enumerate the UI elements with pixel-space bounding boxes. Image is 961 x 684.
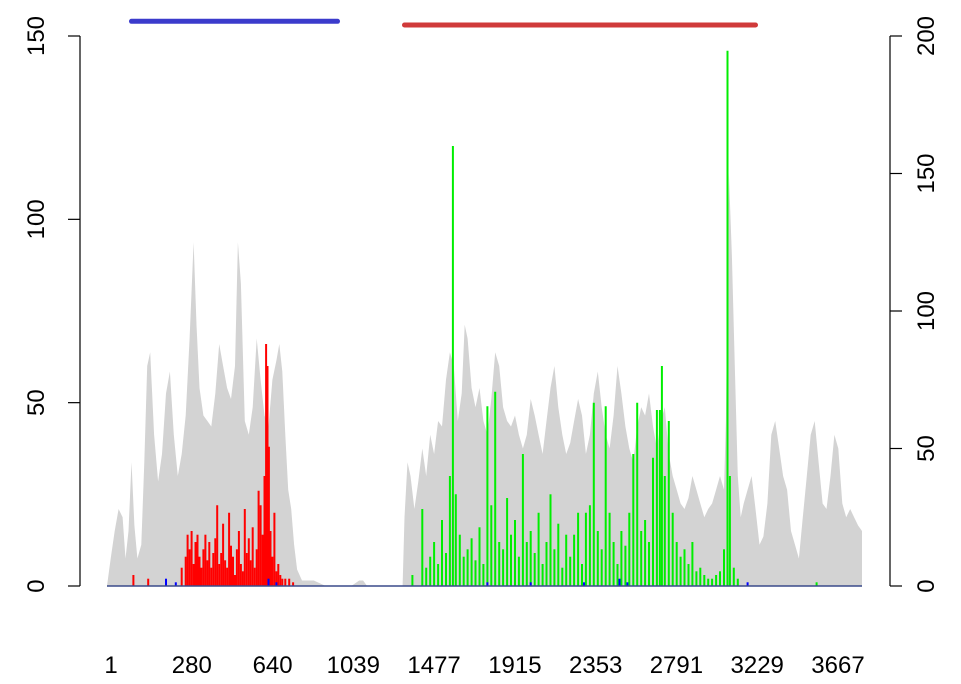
right-y-axis: 0 50 100 150 200 bbox=[889, 16, 940, 593]
x-tick-label: 1915 bbox=[488, 652, 541, 679]
right-tick-label: 50 bbox=[913, 435, 940, 462]
right-tick-label: 0 bbox=[913, 579, 940, 592]
x-tick-label: 3229 bbox=[731, 652, 784, 679]
left-tick-label: 50 bbox=[23, 389, 50, 416]
x-tick-label: 1 bbox=[104, 652, 117, 679]
coverage-area bbox=[107, 173, 862, 586]
right-tick-label: 100 bbox=[913, 291, 940, 331]
x-tick-label: 3667 bbox=[811, 652, 864, 679]
x-tick-label: 2353 bbox=[569, 652, 622, 679]
x-tick-label: 1477 bbox=[407, 652, 460, 679]
left-y-axis: 0 50 100 150 bbox=[23, 16, 81, 593]
x-axis-labels: 1 280 640 1039 1477 1915 2353 2791 3229 3667 bbox=[104, 652, 864, 679]
left-tick-label: 100 bbox=[23, 199, 50, 239]
x-tick-label: 640 bbox=[253, 652, 293, 679]
left-tick-label: 150 bbox=[23, 16, 50, 56]
left-tick-label: 0 bbox=[23, 579, 50, 592]
right-tick-label: 200 bbox=[913, 16, 940, 56]
domain-bars-layer bbox=[129, 18, 758, 28]
x-tick-label: 280 bbox=[172, 652, 212, 679]
right-tick-label: 150 bbox=[913, 153, 940, 193]
x-tick-label: 1039 bbox=[327, 652, 380, 679]
x-tick-label: 2791 bbox=[650, 652, 703, 679]
signal-bars-layer bbox=[132, 50, 818, 586]
coverage-area-layer bbox=[107, 173, 862, 586]
